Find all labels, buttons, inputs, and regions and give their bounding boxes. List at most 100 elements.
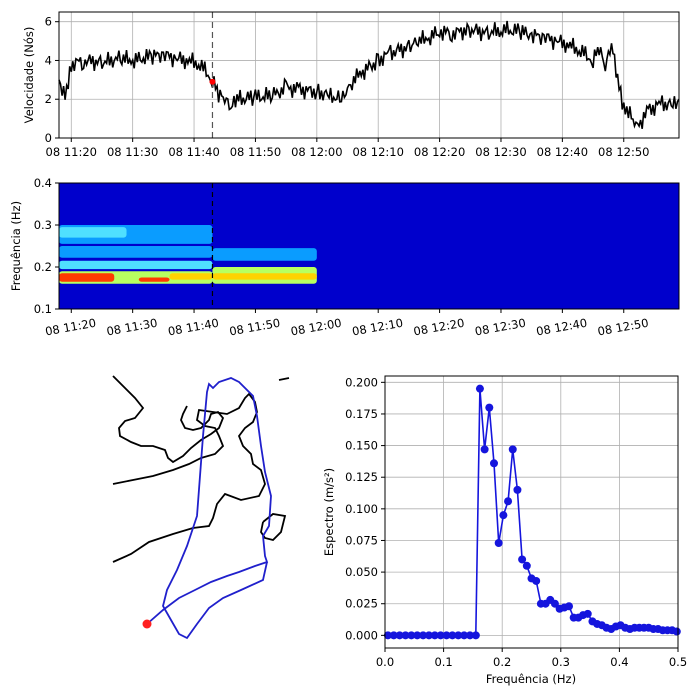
spectrum-point — [485, 403, 494, 412]
spectrum-point — [395, 631, 404, 640]
spectrum-x-ticks: 0.0 0.1 0.2 0.3 0.4 0.5 — [376, 648, 687, 669]
spectrogram-band — [59, 260, 213, 270]
coastline — [260, 513, 287, 541]
coastline — [112, 375, 225, 464]
speed-x-tick-label: 08 11:20 — [46, 145, 97, 159]
spectrum-point — [389, 631, 398, 640]
spectrum-y-tick-label: 0.025 — [345, 597, 378, 611]
spectrogram-band — [212, 273, 317, 280]
spectrogram-y-tick-label: 0.2 — [34, 260, 52, 274]
spectrogram-x-tick-label: 08 12:10 — [351, 316, 404, 339]
spectrum-x-tick-label: 0.1 — [434, 655, 452, 669]
spectrogram-y-axis-label: Frequência (Hz) — [9, 201, 23, 291]
speed-y-tick-label: 0 — [45, 131, 52, 145]
spectrum-point — [448, 631, 457, 640]
spectrum-point — [583, 609, 592, 618]
spectrum-point — [504, 497, 513, 506]
spectrum-point — [672, 627, 681, 636]
spectrum-point — [436, 631, 445, 640]
spectrum-point — [499, 511, 508, 520]
spectrogram-chart: 0.10.20.30.4 08 11:20 08 11:30 08 11:40 08 … — [9, 176, 680, 338]
spectrum-y-ticks: 0.000 0.025 0.050 0.075 0.100 0.125 0.150 0.175… — [345, 375, 385, 642]
spectrogram-x-tick-label: 08 12:30 — [474, 316, 527, 339]
spectrum-x-tick-label: 0.3 — [552, 655, 570, 669]
spectrogram-band — [212, 248, 317, 261]
speed-x-tick-label: 08 11:40 — [168, 145, 219, 159]
spectrum-y-tick-label: 0.200 — [345, 375, 378, 389]
speed-x-tick-label: 08 12:10 — [352, 145, 403, 159]
spectrum-y-tick-label: 0.075 — [345, 533, 378, 547]
speed-y-tick-label: 2 — [45, 92, 52, 106]
spectrum-point — [550, 599, 559, 608]
speed-y-tick-label: 4 — [45, 53, 52, 67]
speed-chart-frame — [58, 11, 680, 139]
spectrogram-x-tick-label: 08 12:20 — [412, 316, 465, 339]
spectrum-y-tick-label: 0.175 — [345, 407, 378, 421]
spectrum-point — [565, 602, 574, 611]
spectrogram-y-ticks: 0.1 0.2 0.3 0.4 — [34, 176, 59, 316]
spectrum-y-tick-label: 0.100 — [345, 502, 378, 516]
spectrogram-band — [59, 273, 115, 282]
spectrum-chart-grid — [384, 376, 679, 648]
spectrum-chart: 0.000 0.025 0.050 0.075 0.100 0.125 0.150 0.175… — [322, 375, 687, 686]
spectrum-point — [424, 631, 433, 640]
speed-x-ticks: 08 11:20 08 11:30 08 11:40 08 11:50 08 12:00… — [46, 138, 649, 159]
spectrum-point — [508, 445, 517, 454]
spectrum-y-tick-label: 0.150 — [345, 439, 378, 453]
spectrogram-x-tick-label: 08 11:20 — [44, 316, 97, 339]
spectrum-series-line — [387, 388, 678, 637]
spectrum-y-axis-label: Espectro (m/s²) — [322, 468, 336, 556]
spectrogram-band — [138, 277, 170, 282]
spectrum-point — [518, 555, 527, 564]
spectrogram-x-tick-label: 08 12:00 — [290, 316, 343, 339]
spectrum-x-tick-label: 0.5 — [669, 655, 687, 669]
spectrogram-y-tick-label: 0.3 — [34, 218, 52, 232]
coastline — [112, 392, 266, 563]
spectrum-point — [454, 631, 463, 640]
spectrum-point — [532, 576, 541, 585]
spectrum-x-axis-label: Frequência (Hz) — [486, 672, 576, 686]
spectrum-point — [419, 631, 428, 640]
spectrogram-frame — [58, 182, 680, 310]
speed-chart-grid — [59, 12, 679, 139]
spectrogram-x-ticks: 08 11:20 08 11:30 08 11:40 08 11:50 08 12:00… — [44, 309, 650, 338]
spectrum-y-tick-label: 0.125 — [345, 470, 378, 484]
speed-x-tick-label: 08 12:50 — [598, 145, 649, 159]
spectrogram-x-tick-label: 08 11:40 — [167, 316, 220, 339]
spectrum-y-tick-label: 0.000 — [345, 628, 378, 642]
spectrum-point — [475, 384, 484, 393]
spectrogram-band — [169, 273, 213, 280]
vessel-position-marker — [142, 619, 152, 629]
spectrum-point — [465, 631, 474, 640]
spectrum-x-tick-label: 0.4 — [610, 655, 628, 669]
vessel-track-line — [146, 377, 272, 640]
spectrum-point — [522, 561, 531, 570]
spectrum-chart-frame — [384, 375, 679, 649]
speed-y-ticks: 0 2 4 6 — [45, 15, 59, 145]
spectrum-point — [383, 631, 392, 640]
spectrum-points — [383, 384, 681, 640]
spectrum-x-tick-label: 0.0 — [376, 655, 394, 669]
spectrum-x-tick-label: 0.2 — [493, 655, 511, 669]
speed-x-tick-label: 08 12:30 — [475, 145, 526, 159]
spectrum-point — [480, 445, 489, 454]
spectrogram-x-tick-label: 08 12:40 — [535, 316, 588, 339]
coastline — [278, 377, 290, 381]
spectrogram-band — [59, 227, 127, 238]
spectrum-point — [489, 459, 498, 468]
spectrum-point — [471, 631, 480, 640]
speed-x-tick-label: 08 11:30 — [107, 145, 158, 159]
spectrogram-x-tick-label: 08 11:50 — [228, 316, 281, 339]
speed-x-tick-label: 08 12:00 — [291, 145, 342, 159]
spectrum-point — [413, 631, 422, 640]
speed-x-tick-label: 08 11:50 — [230, 145, 281, 159]
spectrogram-x-tick-label: 08 12:50 — [597, 316, 650, 339]
speed-x-tick-label: 08 12:20 — [414, 145, 465, 159]
spectrogram-x-tick-label: 08 11:30 — [105, 316, 158, 339]
spectrum-y-tick-label: 0.050 — [345, 565, 378, 579]
speed-y-tick-label: 6 — [45, 15, 52, 29]
spectrum-point — [494, 538, 503, 547]
spectrogram-y-tick-label: 0.4 — [34, 176, 52, 190]
